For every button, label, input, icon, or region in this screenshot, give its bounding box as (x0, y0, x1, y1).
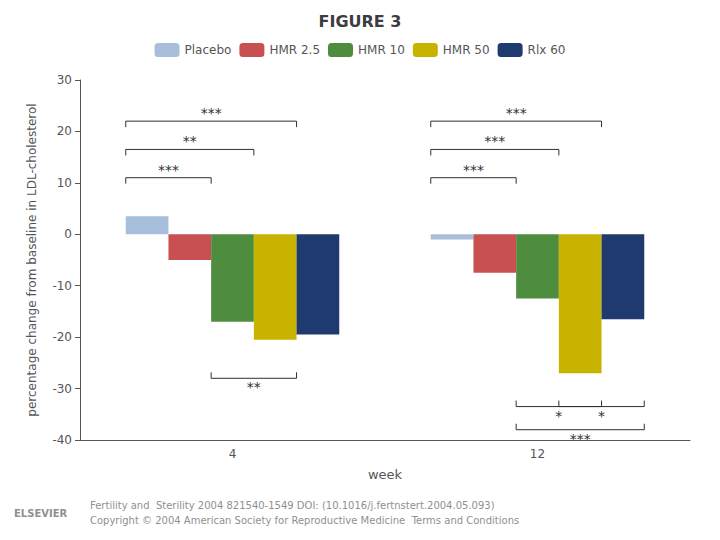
svg-text:ELSEVIER: ELSEVIER (14, 508, 68, 519)
svg-text:***: *** (506, 105, 527, 121)
svg-text:10: 10 (57, 176, 72, 190)
svg-text:**: ** (183, 133, 197, 149)
svg-text:HMR 50: HMR 50 (443, 43, 490, 57)
svg-text:-20: -20 (52, 330, 72, 344)
svg-text:***: *** (570, 431, 591, 447)
svg-text:-10: -10 (52, 279, 72, 293)
svg-text:Fertility and Sterility 2004: Fertility and Sterility 2004 821540-1549… (90, 500, 495, 511)
svg-text:***: *** (201, 105, 222, 121)
svg-text:***: *** (463, 162, 484, 178)
svg-text:20: 20 (57, 124, 72, 138)
svg-text:Placebo: Placebo (185, 43, 232, 57)
svg-text:-40: -40 (52, 433, 72, 447)
svg-text:12: 12 (530, 447, 545, 461)
svg-text:Rlx 60: Rlx 60 (528, 43, 566, 57)
svg-text:0: 0 (64, 227, 72, 241)
svg-text:-30: -30 (52, 382, 72, 396)
svg-text:FIGURE 3: FIGURE 3 (319, 12, 402, 31)
svg-text:***: *** (484, 133, 505, 149)
svg-text:30: 30 (57, 73, 72, 87)
svg-text:HMR 10: HMR 10 (358, 43, 405, 57)
svg-text:Copyright © 2004 American Soci: Copyright © 2004 American Society for Re… (90, 515, 519, 526)
svg-text:percentage change from baselin: percentage change from baseline in LDL-c… (25, 103, 39, 416)
svg-text:4: 4 (229, 447, 237, 461)
svg-text:*: * (555, 408, 562, 424)
svg-text:week: week (368, 467, 403, 482)
svg-text:**: ** (247, 379, 261, 395)
svg-text:***: *** (158, 162, 179, 178)
svg-text:*: * (598, 408, 605, 424)
svg-text:HMR 2.5: HMR 2.5 (269, 43, 320, 57)
